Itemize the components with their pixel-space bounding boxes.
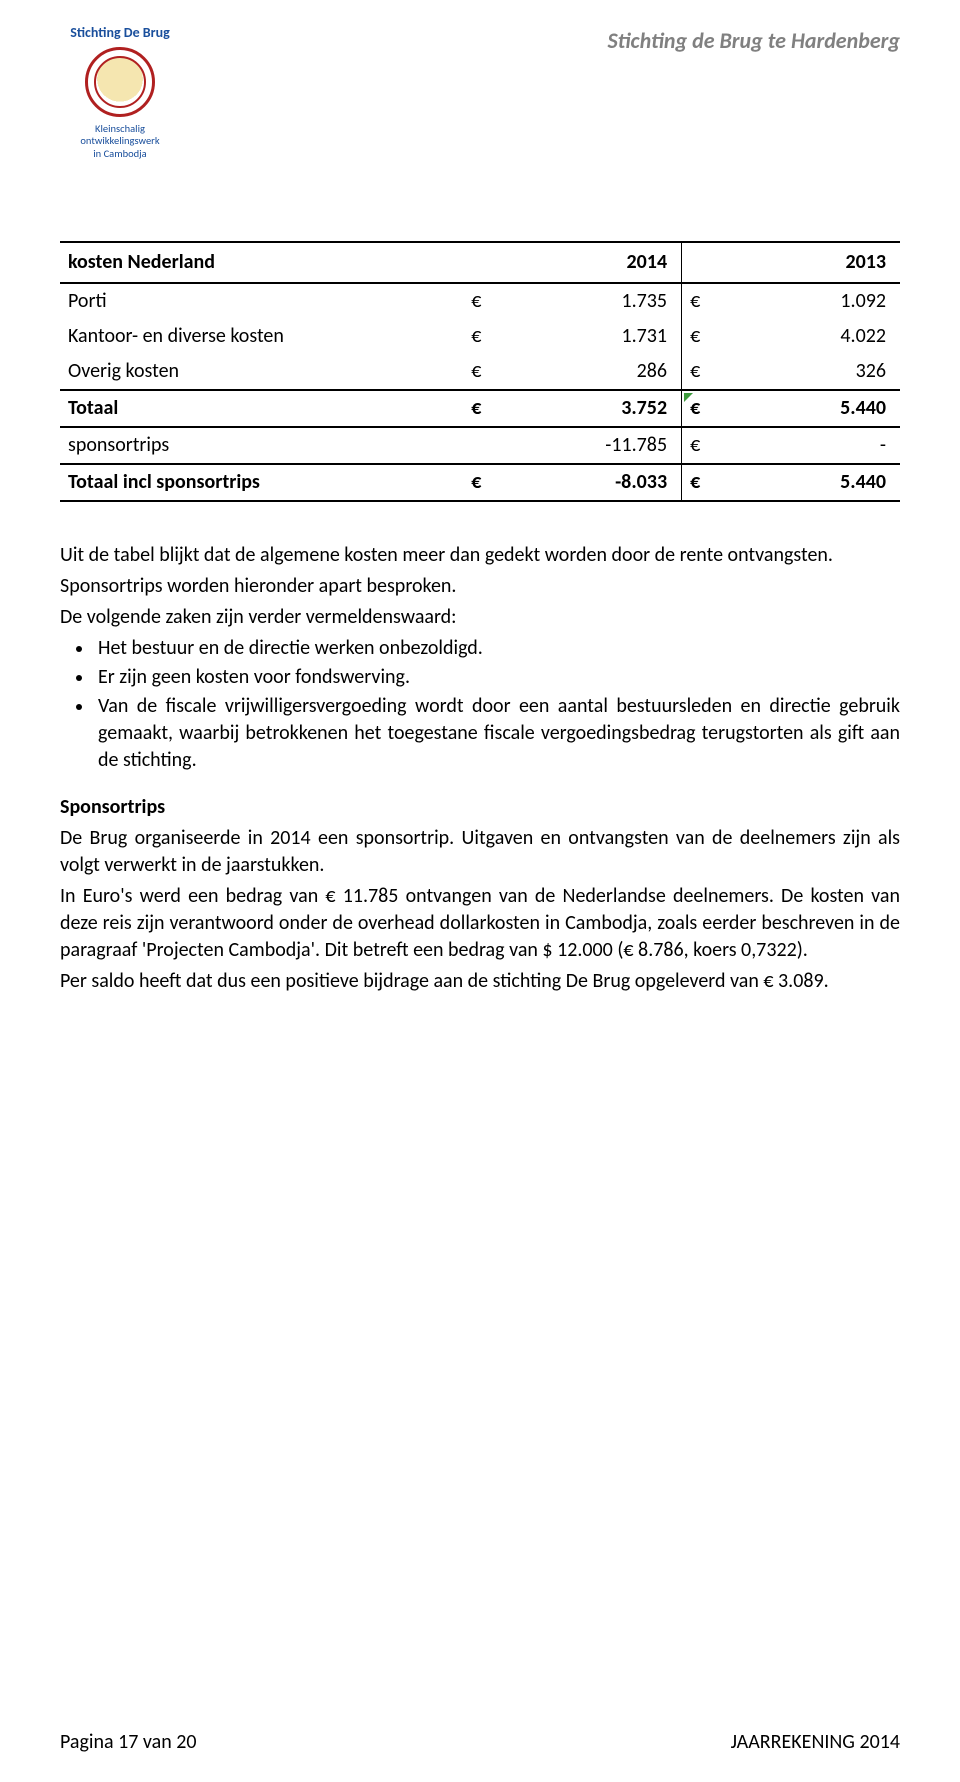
col-year-2014: 2014 (505, 242, 681, 283)
row-label: Kantoor- en diverse kosten (60, 319, 463, 354)
paragraph: Uit de tabel blijkt dat de algemene kost… (60, 542, 900, 569)
cell-value: 5.440 (724, 464, 900, 501)
paragraph: In Euro's werd een bedrag van € 11.785 o… (60, 883, 900, 964)
body-text: Uit de tabel blijkt dat de algemene kost… (60, 542, 900, 995)
table-row: Overig kosten € 286 € 326 (60, 354, 900, 390)
list-item: Het bestuur en de directie werken onbezo… (94, 635, 900, 662)
cell-value: 1.092 (724, 283, 900, 319)
page-footer: Pagina 17 van 20 JAARREKENING 2014 (60, 1729, 900, 1756)
header-org-name: Stichting de Brug te Hardenberg (607, 24, 900, 56)
currency-symbol: € (682, 354, 724, 390)
paragraph: Sponsortrips worden hieronder apart besp… (60, 573, 900, 600)
currency-symbol: € (682, 283, 724, 319)
cell-value: 326 (724, 354, 900, 390)
currency-symbol: € (682, 464, 724, 501)
cell-value: - (724, 427, 900, 464)
logo-block: Stichting De Brug Kleinschalig ontwikkel… (60, 24, 180, 161)
list-item: Van de fiscale vrijwilligersvergoeding w… (94, 693, 900, 774)
table-row: Porti € 1.735 € 1.092 (60, 283, 900, 319)
currency-symbol: € (682, 319, 724, 354)
paragraph: De Brug organiseerde in 2014 een sponsor… (60, 825, 900, 879)
logo-sub-2: ontwikkelingswerk (80, 134, 159, 147)
page-header: Stichting De Brug Kleinschalig ontwikkel… (60, 24, 900, 161)
list-item: Er zijn geen kosten voor fondswerving. (94, 664, 900, 691)
paragraph: De volgende zaken zijn verder vermeldens… (60, 604, 900, 631)
cell-value: -8.033 (505, 464, 681, 501)
row-label: sponsortrips (60, 427, 463, 464)
table-header-row: kosten Nederland 2014 2013 (60, 242, 900, 283)
currency-symbol: € (463, 464, 505, 501)
currency-symbol: € (682, 427, 724, 464)
row-label: Porti (60, 283, 463, 319)
cell-value: 5.440 (724, 390, 900, 427)
row-label: Overig kosten (60, 354, 463, 390)
footer-doc-title: JAARREKENING 2014 (731, 1729, 900, 1756)
table-row: Kantoor- en diverse kosten € 1.731 € 4.0… (60, 319, 900, 354)
currency-symbol (463, 427, 505, 464)
document-page: Stichting De Brug Kleinschalig ontwikkel… (0, 0, 960, 1782)
cell-value: 1.735 (505, 283, 681, 319)
table-row-sponsor: sponsortrips -11.785 € - (60, 427, 900, 464)
table-row-total-incl: Totaal incl sponsortrips € -8.033 € 5.44… (60, 464, 900, 501)
cell-value: 3.752 (505, 390, 681, 427)
costs-table: kosten Nederland 2014 2013 Porti € 1.735… (60, 241, 900, 502)
currency-symbol: € (463, 390, 505, 427)
logo-seal-icon (85, 47, 155, 117)
cell-value: 286 (505, 354, 681, 390)
row-label: Totaal incl sponsortrips (60, 464, 463, 501)
currency-symbol-marked: € (682, 390, 724, 427)
table-title: kosten Nederland (60, 242, 463, 283)
logo-subtitle: Kleinschalig ontwikkelingswerk in Cambod… (80, 123, 159, 161)
cell-value: -11.785 (505, 427, 681, 464)
logo-sub-3: in Cambodja (93, 147, 146, 160)
currency-symbol: € (463, 319, 505, 354)
row-label: Totaal (60, 390, 463, 427)
currency-symbol: € (463, 354, 505, 390)
section-heading-sponsortrips: Sponsortrips (60, 794, 900, 821)
logo-title: Stichting De Brug (70, 24, 170, 43)
bullet-list: Het bestuur en de directie werken onbezo… (94, 635, 900, 774)
footer-page-number: Pagina 17 van 20 (60, 1729, 197, 1756)
currency-symbol: € (463, 283, 505, 319)
cell-value: 1.731 (505, 319, 681, 354)
paragraph: Per saldo heeft dat dus een positieve bi… (60, 968, 900, 995)
table-row-total: Totaal € 3.752 € 5.440 (60, 390, 900, 427)
cell-value: 4.022 (724, 319, 900, 354)
logo-sub-1: Kleinschalig (95, 122, 145, 135)
col-year-2013: 2013 (724, 242, 900, 283)
